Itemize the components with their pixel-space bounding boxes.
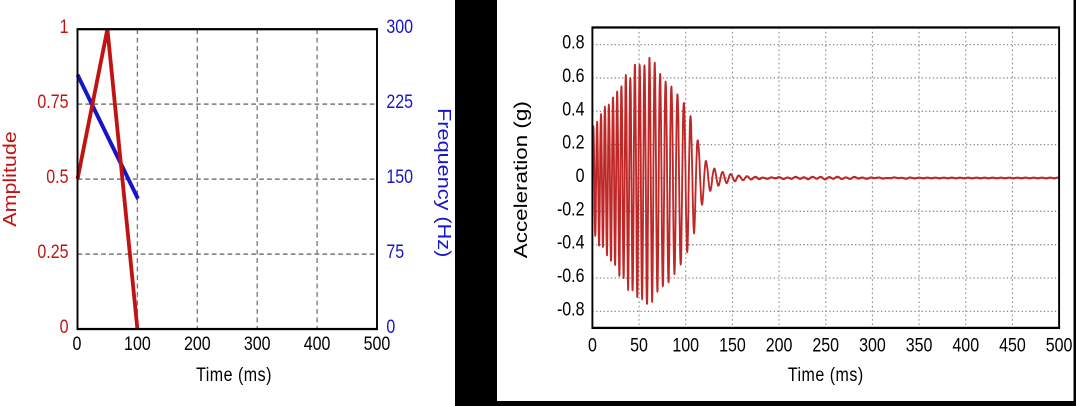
svg-text:0.8: 0.8 [562, 31, 584, 53]
svg-text:0.25: 0.25 [37, 241, 68, 263]
svg-text:100: 100 [672, 334, 699, 356]
svg-text:1: 1 [60, 16, 69, 38]
svg-text:-0.2: -0.2 [557, 198, 585, 220]
svg-text:50: 50 [630, 334, 648, 356]
svg-text:0.2: 0.2 [562, 131, 584, 153]
svg-text:0: 0 [588, 334, 597, 356]
svg-text:350: 350 [906, 334, 933, 356]
svg-text:400: 400 [304, 333, 331, 355]
svg-text:Amplitude: Amplitude [1, 131, 21, 227]
svg-text:200: 200 [184, 333, 211, 355]
svg-text:100: 100 [124, 333, 151, 355]
svg-text:0: 0 [73, 333, 82, 355]
svg-text:Frequency (Hz): Frequency (Hz) [433, 108, 453, 257]
svg-text:0.6: 0.6 [562, 65, 584, 87]
svg-text:400: 400 [952, 334, 979, 356]
svg-text:Time (ms): Time (ms) [788, 363, 864, 385]
svg-text:450: 450 [999, 334, 1026, 356]
svg-text:225: 225 [386, 91, 413, 113]
svg-text:300: 300 [386, 16, 413, 38]
svg-text:0: 0 [576, 165, 585, 187]
svg-text:150: 150 [386, 166, 413, 188]
svg-text:75: 75 [386, 241, 404, 263]
svg-text:-0.8: -0.8 [557, 298, 585, 320]
svg-text:0.4: 0.4 [562, 98, 584, 120]
svg-text:-0.6: -0.6 [557, 265, 585, 287]
svg-text:150: 150 [719, 334, 746, 356]
svg-text:Time (ms): Time (ms) [196, 364, 272, 386]
svg-text:500: 500 [364, 333, 391, 355]
svg-text:Acceleration (g): Acceleration (g) [512, 101, 532, 258]
svg-text:0: 0 [60, 316, 69, 338]
svg-text:300: 300 [244, 333, 271, 355]
svg-text:-0.4: -0.4 [557, 231, 585, 253]
svg-text:0: 0 [386, 316, 395, 338]
svg-text:0.5: 0.5 [46, 166, 68, 188]
svg-text:200: 200 [766, 334, 793, 356]
svg-text:250: 250 [812, 334, 839, 356]
svg-text:500: 500 [1046, 334, 1073, 356]
svg-text:0.75: 0.75 [37, 91, 68, 113]
svg-text:300: 300 [859, 334, 886, 356]
